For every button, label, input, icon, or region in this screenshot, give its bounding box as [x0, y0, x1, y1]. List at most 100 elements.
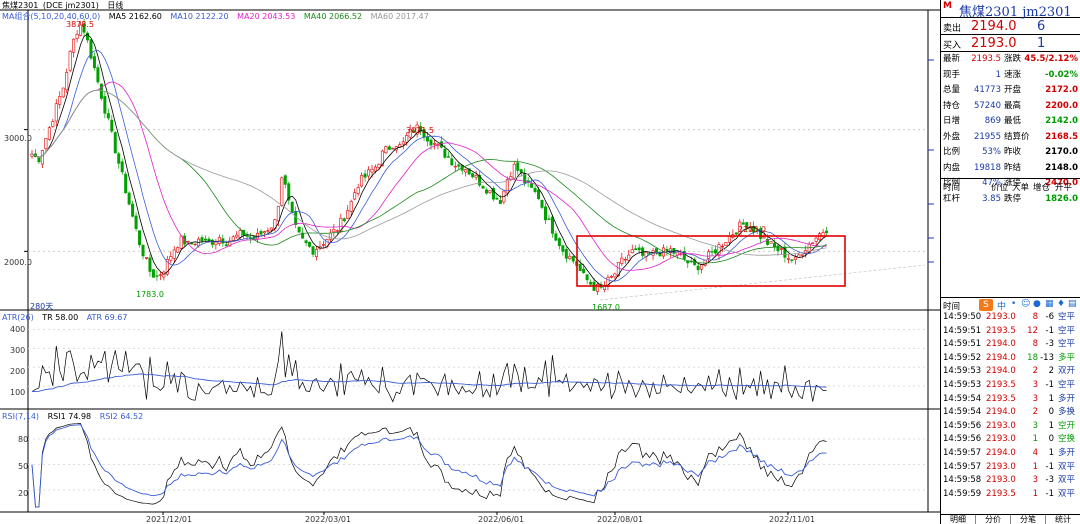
tick-type: 多换	[1058, 407, 1076, 418]
lang-icon[interactable]: 中	[997, 302, 1007, 312]
tab-stats[interactable]: 统计	[1046, 515, 1080, 524]
candle-down	[776, 245, 780, 252]
bid-label: 买入	[943, 41, 962, 51]
tick-volume: 12	[1027, 325, 1038, 336]
candle-up	[158, 274, 162, 276]
candle-up	[488, 190, 492, 194]
candle-up	[269, 227, 273, 231]
punct-icon[interactable]: •	[1011, 299, 1017, 309]
candle-up	[464, 169, 468, 173]
tick-row[interactable]: 14:59:57 2193.0 1 -1 双平	[941, 461, 1080, 475]
tick-row[interactable]: 14:59:56 2193.0 1 0 空换	[941, 433, 1080, 447]
skin-icon[interactable]: ♦	[1057, 299, 1066, 309]
candle-down	[342, 218, 346, 221]
candle-down	[86, 32, 90, 41]
candle-down	[561, 245, 565, 252]
candle-up	[280, 177, 284, 206]
ma60-value: MA60 2017.47	[370, 12, 429, 21]
tab-tick[interactable]: 分笔	[1011, 515, 1046, 524]
candle-down	[582, 268, 586, 274]
tick-price: 2193.0	[986, 475, 1016, 486]
quote-label: 持仓	[943, 100, 961, 111]
candle-up	[769, 241, 773, 244]
tick-row[interactable]: 14:59:51 2194.0 8 -3 空平	[941, 338, 1080, 352]
tick-volume: 3	[1032, 420, 1038, 431]
panel-title-row: M 焦煤2301 jm2301	[941, 0, 1080, 20]
candle-up	[75, 34, 79, 39]
rsi-axis-80: 80	[18, 435, 29, 444]
tab-detail[interactable]: 明细	[941, 515, 976, 524]
candle-up	[432, 143, 436, 145]
atr-legend-label: ATR(26)	[2, 313, 34, 322]
candle-up	[335, 230, 339, 232]
date-label: 2022/08/01	[597, 515, 644, 524]
tick-row[interactable]: 14:59:52 2194.0 18 -13 多平	[941, 352, 1080, 366]
period-label[interactable]: 日线	[107, 1, 124, 10]
tick-row[interactable]: 14:59:54 2194.0 2 0 多换	[941, 406, 1080, 420]
tick-list[interactable]: 14:59:50 2193.0 8 -6 空平 14:59:51 2193.5 12 -1 空平 1…	[941, 311, 1080, 501]
tick-row[interactable]: 14:59:59 2193.5 1 -1 双平	[941, 488, 1080, 502]
rsi2-value: RSI2 64.52	[99, 412, 144, 421]
quote-value: 2148.0	[1045, 162, 1078, 173]
candle-down	[99, 83, 103, 99]
grid-menu-icon[interactable]: ▤	[1068, 299, 1077, 309]
tick-volume: 4	[1032, 447, 1038, 458]
candle-down	[148, 257, 152, 272]
tick-row[interactable]: 14:59:53 2194.0 2 2 双开	[941, 365, 1080, 379]
kline-chart-area[interactable]: 焦煤2301 (DCE jm2301) 日线 MA组合(5,10,20,40,6…	[0, 0, 940, 524]
tick-volume: 1	[1032, 488, 1038, 499]
candle-down	[665, 249, 669, 252]
candle-up	[193, 243, 197, 246]
candle-down	[533, 187, 537, 192]
tick-volume: 2	[1032, 366, 1038, 377]
candle-up	[779, 248, 783, 250]
tick-row[interactable]: 14:59:53 2193.5 3 -1 空平	[941, 379, 1080, 393]
tick-time: 14:59:56	[943, 420, 982, 431]
ask-row[interactable]: 卖出 2194.0 6	[941, 18, 1080, 35]
quote-label: 外盘	[943, 131, 961, 142]
candle-up	[179, 235, 183, 249]
tick-row[interactable]: 14:59:56 2193.0 3 1 空开	[941, 420, 1080, 434]
kline-chart-svg[interactable]	[0, 0, 940, 524]
ime-icon[interactable]: S	[979, 299, 993, 311]
quote-value: 869	[984, 116, 1001, 126]
candle-up	[384, 146, 388, 154]
panel-title: 焦煤2301 jm2301	[959, 5, 1072, 20]
bid-row[interactable]: 买入 2193.0 1	[941, 35, 1080, 52]
tick-oi-change: -1	[1045, 325, 1054, 336]
candle-down	[426, 136, 430, 142]
high-marker-1: 3878.5	[66, 20, 94, 29]
quote-label: 杠杆	[943, 193, 961, 204]
quote-label: 开盘	[1004, 85, 1022, 95]
candle-down	[696, 265, 700, 271]
tick-volume: 3	[1032, 393, 1038, 404]
candle-up	[54, 103, 58, 122]
candle-down	[714, 249, 718, 254]
candle-down	[190, 242, 194, 245]
tick-row[interactable]: 14:59:54 2193.5 3 1 多开	[941, 393, 1080, 407]
keyboard-icon[interactable]: ▦	[1045, 299, 1054, 309]
quote-value: 53%	[982, 147, 1001, 157]
quote-row: 比例 53% 昨收 2170.0	[941, 145, 1080, 161]
tick-row[interactable]: 14:59:50 2193.0 8 -6 空平	[941, 311, 1080, 325]
candle-down	[450, 158, 454, 166]
mic-icon[interactable]: ●	[1033, 299, 1041, 309]
candle-down	[471, 173, 475, 178]
candle-down	[297, 226, 301, 233]
tick-oi-change: -1	[1045, 488, 1054, 499]
tick-oi-change: 1	[1048, 393, 1054, 404]
candle-up	[238, 230, 242, 238]
tick-row[interactable]: 14:59:58 2193.0 3 -3 双平	[941, 474, 1080, 488]
quote-row: 日增 869 最低 2142.0	[941, 114, 1080, 130]
tick-row[interactable]: 14:59:57 2194.0 4 1 多开	[941, 447, 1080, 461]
quote-row: 最新 2193.5 涨跌 45.5/2.12%	[941, 52, 1080, 68]
tab-price-dist[interactable]: 分价	[976, 515, 1011, 524]
candle-down	[557, 238, 561, 247]
quote-value: 2172.0	[1045, 85, 1078, 95]
candle-down	[363, 173, 367, 178]
emoji-icon[interactable]: ☺	[1021, 299, 1031, 309]
tick-row[interactable]: 14:59:51 2193.5 12 -1 空平	[941, 325, 1080, 339]
candle-up	[373, 166, 377, 172]
ask-volume: 6	[1037, 19, 1046, 34]
candle-down	[537, 189, 541, 199]
